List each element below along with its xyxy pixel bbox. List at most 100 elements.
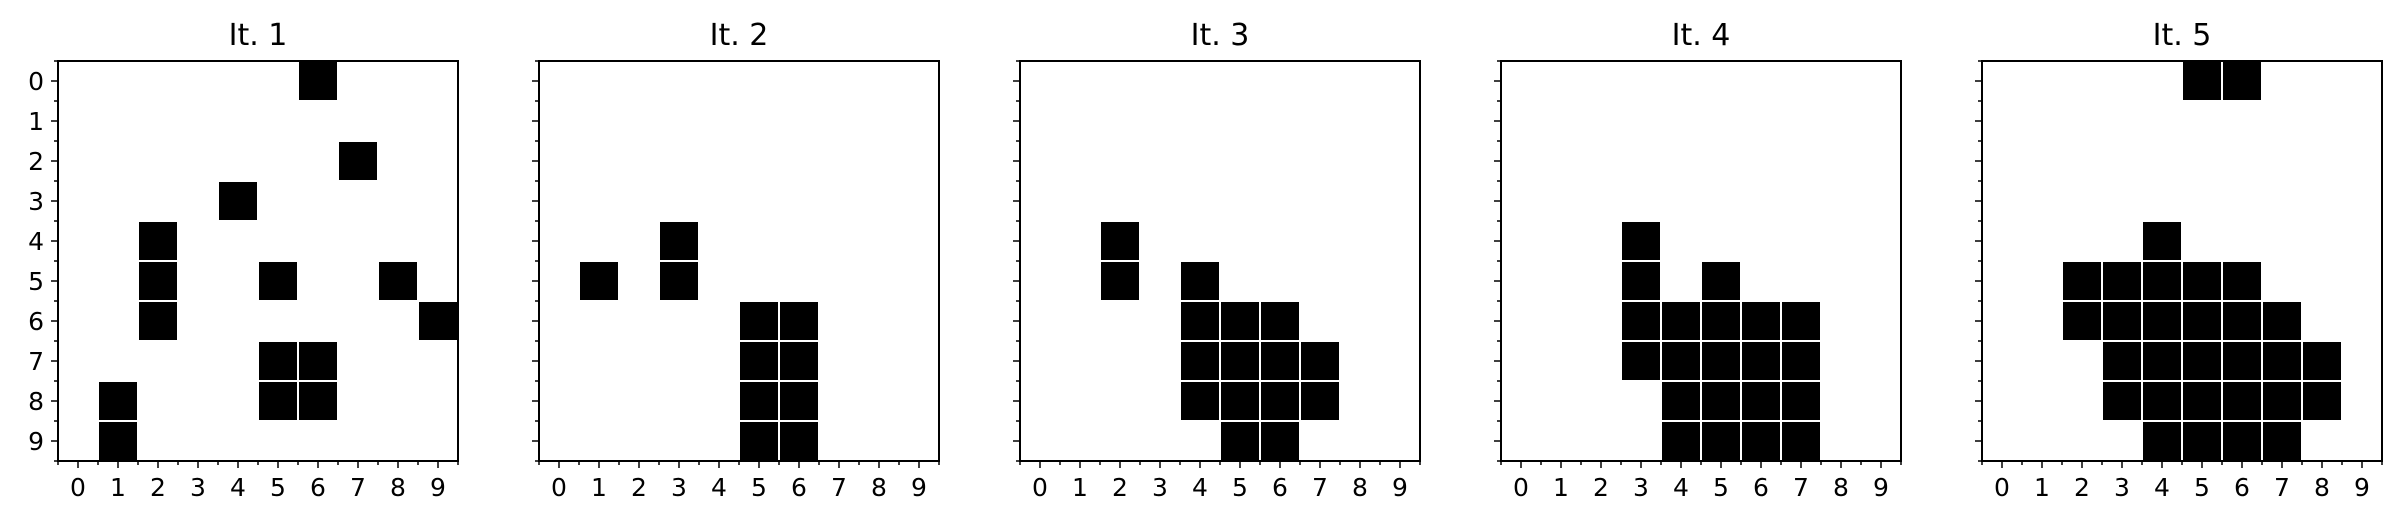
y-tick-label: 8 <box>28 387 44 416</box>
cell-r0-c6 <box>297 60 339 102</box>
cell-r8-c6 <box>297 380 339 422</box>
cell-r8-c6 <box>1259 380 1301 422</box>
cell-r6-c6 <box>2221 300 2263 342</box>
x-tick-label: 4 <box>1192 473 1208 502</box>
cell-r8-c5 <box>1219 380 1261 422</box>
cell-r7-c5 <box>2181 340 2223 382</box>
cell-r7-c5 <box>1700 340 1742 382</box>
cell-r6-c6 <box>778 300 820 342</box>
cell-r9-c5 <box>738 420 780 462</box>
x-tick-label: 0 <box>70 473 86 502</box>
x-tick-label: 0 <box>1994 473 2010 502</box>
cell-r8-c6 <box>1740 380 1782 422</box>
x-tick-label: 8 <box>1352 473 1368 502</box>
x-tick-label: 6 <box>1272 473 1288 502</box>
cell-r0-c6 <box>2221 60 2263 102</box>
cell-r6-c2 <box>137 300 179 342</box>
x-tick-label: 6 <box>1753 473 1769 502</box>
panel-title: It. 3 <box>1191 18 1250 53</box>
x-tick-label: 2 <box>1593 473 1609 502</box>
cell-r5-c8 <box>377 260 419 302</box>
cell-r7-c5 <box>1219 340 1261 382</box>
cell-r6-c7 <box>2261 300 2303 342</box>
cell-r6-c5 <box>2181 300 2223 342</box>
panel-5: It. 5 0 1 2 3 4 5 6 7 8 9 <box>1975 18 2383 502</box>
y-tick-label: 2 <box>28 147 44 176</box>
cell-r5-c3 <box>2101 260 2143 302</box>
y-tick-label: 6 <box>28 307 44 336</box>
cell-r8-c7 <box>1299 380 1341 422</box>
cell-r9-c1 <box>97 420 139 462</box>
cell-r8-c7 <box>2261 380 2303 422</box>
x-tick-label: 8 <box>871 473 887 502</box>
x-tick-label: 5 <box>1232 473 1248 502</box>
x-tick-label: 4 <box>2154 473 2170 502</box>
cell-r7-c4 <box>2141 340 2183 382</box>
x-tick-label: 9 <box>1392 473 1408 502</box>
x-tick-label: 5 <box>2194 473 2210 502</box>
cell-r9-c6 <box>1259 420 1301 462</box>
cell-r7-c6 <box>1740 340 1782 382</box>
cell-r4-c3 <box>1620 220 1662 262</box>
cell-r7-c7 <box>1299 340 1341 382</box>
x-tick-label: 2 <box>2074 473 2090 502</box>
x-tick-label: 8 <box>390 473 406 502</box>
cell-r8-c6 <box>2221 380 2263 422</box>
x-tick-label: 1 <box>591 473 607 502</box>
cell-r5-c6 <box>2221 260 2263 302</box>
cell-r7-c7 <box>2261 340 2303 382</box>
cell-r8-c5 <box>1700 380 1742 422</box>
cell-r6-c5 <box>1700 300 1742 342</box>
x-tick-label: 0 <box>551 473 567 502</box>
cell-r6-c6 <box>1740 300 1782 342</box>
cell-r8-c8 <box>2301 380 2343 422</box>
x-tick-label: 3 <box>1633 473 1649 502</box>
panel-title: It. 2 <box>710 18 769 53</box>
x-tick-label: 0 <box>1032 473 1048 502</box>
cell-r9-c5 <box>1219 420 1261 462</box>
panel-title: It. 5 <box>2153 18 2212 53</box>
cell-r4-c2 <box>137 220 179 262</box>
x-tick-label: 4 <box>230 473 246 502</box>
cell-r9-c5 <box>1700 420 1742 462</box>
cell-r7-c4 <box>1660 340 1702 382</box>
x-tick-label: 8 <box>2314 473 2330 502</box>
x-tick-label: 5 <box>751 473 767 502</box>
y-tick-label: 1 <box>28 107 44 136</box>
cell-r9-c5 <box>2181 420 2223 462</box>
cell-r6-c9 <box>417 300 459 342</box>
cell-r9-c7 <box>2261 420 2303 462</box>
y-tick-label: 5 <box>28 267 44 296</box>
x-tick-label: 1 <box>1553 473 1569 502</box>
cell-r8-c5 <box>257 380 299 422</box>
x-tick-label: 6 <box>310 473 326 502</box>
x-tick-label: 3 <box>671 473 687 502</box>
x-tick-label: 9 <box>1873 473 1889 502</box>
cell-r4-c3 <box>658 220 700 262</box>
cell-r7-c6 <box>297 340 339 382</box>
panel-2: It. 2 0 1 2 3 4 5 6 7 8 9 <box>532 18 940 502</box>
x-tick-label: 7 <box>2274 473 2290 502</box>
cell-r6-c4 <box>1660 300 1702 342</box>
cell-r8-c1 <box>97 380 139 422</box>
cell-r5-c3 <box>1620 260 1662 302</box>
cell-r4-c2 <box>1099 220 1141 262</box>
cell-r6-c6 <box>1259 300 1301 342</box>
cell-r5-c2 <box>2061 260 2103 302</box>
cell-r7-c3 <box>2101 340 2143 382</box>
panel-title: It. 4 <box>1672 18 1731 53</box>
x-tick-label: 6 <box>2234 473 2250 502</box>
cell-r6-c4 <box>2141 300 2183 342</box>
x-tick-label: 1 <box>2034 473 2050 502</box>
cell-r5-c4 <box>1179 260 1221 302</box>
x-tick-label: 2 <box>150 473 166 502</box>
cell-r5-c5 <box>1700 260 1742 302</box>
cell-r6-c7 <box>1780 300 1822 342</box>
cell-r9-c6 <box>1740 420 1782 462</box>
x-tick-label: 8 <box>1833 473 1849 502</box>
cell-r7-c6 <box>1259 340 1301 382</box>
x-tick-label: 0 <box>1513 473 1529 502</box>
cell-r6-c2 <box>2061 300 2103 342</box>
